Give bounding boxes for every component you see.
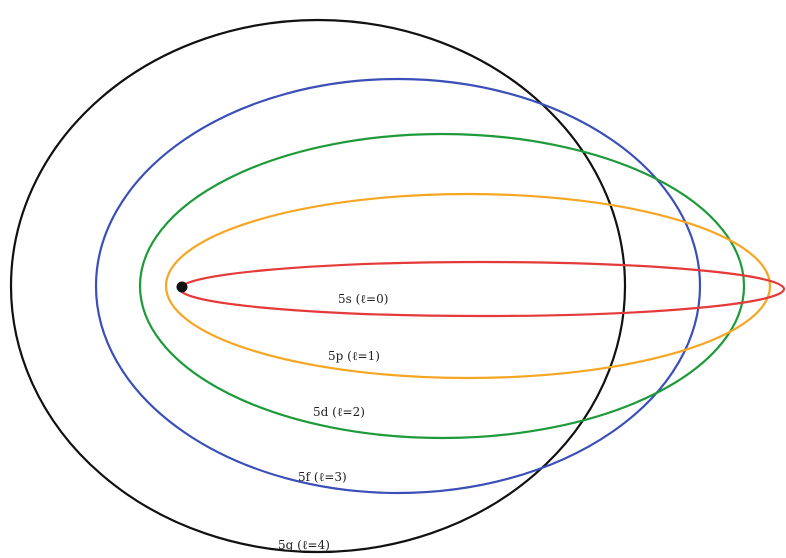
- orbit-label-5g: 5g (ℓ=4): [278, 538, 330, 552]
- orbit-5f: [94, 77, 702, 495]
- orbit-5g: [9, 18, 627, 554]
- orbit-5d: [138, 132, 746, 440]
- nucleus: [176, 281, 188, 293]
- orbit-label-5d: 5d (ℓ=2): [313, 405, 365, 419]
- orbit-label-5f: 5f (ℓ=3): [298, 470, 347, 484]
- orbit-label-5p: 5p (ℓ=1): [328, 349, 380, 363]
- orbit-label-5s: 5s (ℓ=0): [338, 292, 388, 306]
- orbit-5p: [164, 192, 772, 380]
